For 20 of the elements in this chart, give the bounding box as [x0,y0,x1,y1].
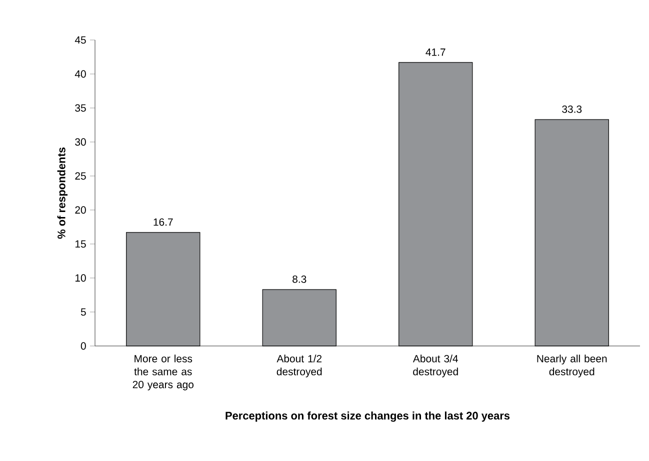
y-tick-label: 25 [75,172,86,180]
x-tick-label: About 3/4 destroyed [412,354,458,378]
y-tick-label: 45 [74,36,86,44]
y-tick-label: 5 [80,308,86,316]
x-tick-label: More or less the same as 20 years ago [132,354,194,390]
data-label: 8.3 [292,275,306,283]
data-label: 16.7 [154,218,173,226]
y-tick-label: 30 [75,138,86,146]
data-label: 41.7 [426,48,446,56]
y-tick-label: 40 [74,70,86,78]
y-tick-label: 20 [75,206,86,214]
y-tick-label: 0 [80,342,86,350]
x-tick-label: About 1/2 destroyed [276,354,322,378]
x-axis-title: Perceptions on forest size changes in the last 20 years [226,412,510,422]
x-tick-label: Nearly all been destroyed [537,354,607,378]
data-label: 33.3 [562,105,582,113]
y-tick-label: 10 [75,274,86,282]
y-tick-label: 15 [75,240,86,248]
y-axis-title: % of respondents [57,147,68,239]
y-tick-label: 35 [75,104,86,112]
